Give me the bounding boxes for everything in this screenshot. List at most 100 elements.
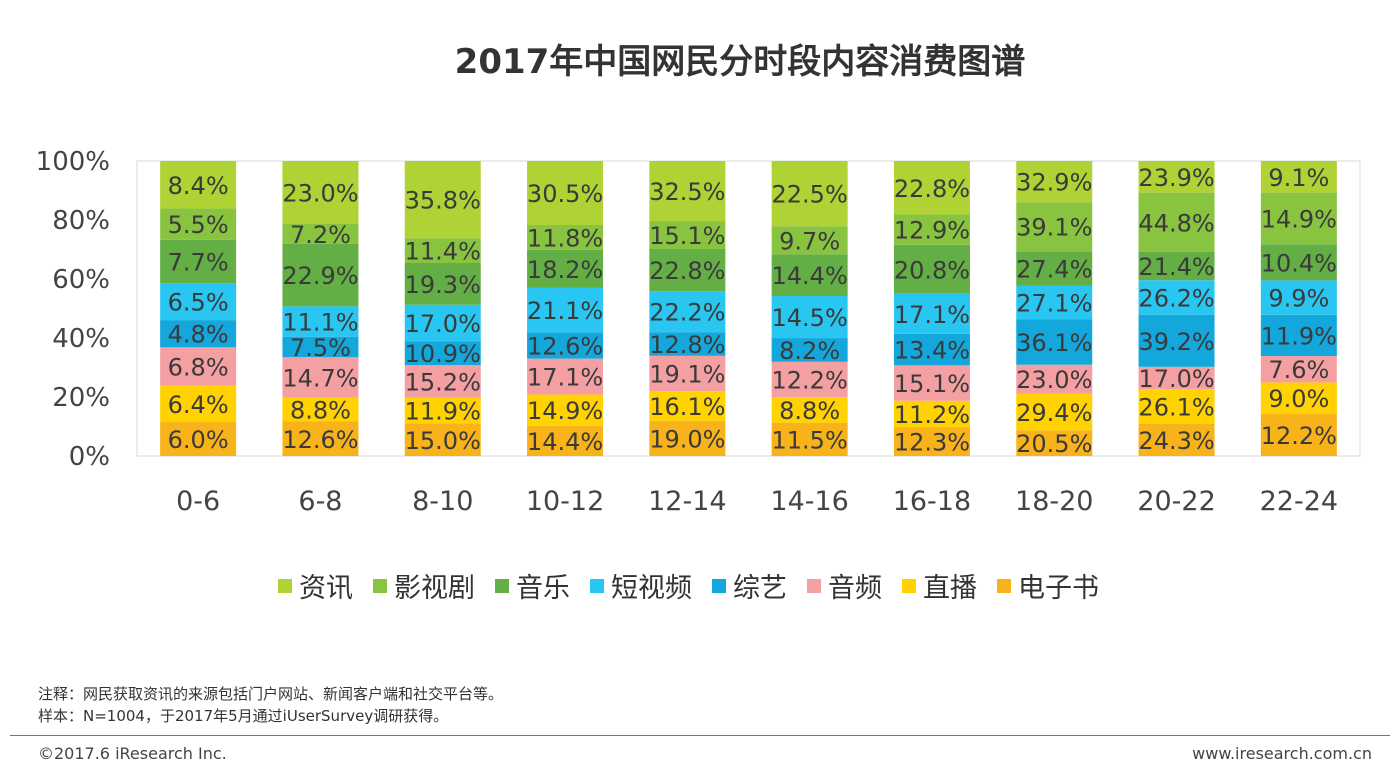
legend-label: 音频: [828, 573, 882, 604]
y-tick-label: 80%: [52, 206, 110, 236]
chart-title: 2017年中国网民分时段内容消费图谱: [454, 42, 1026, 82]
data-label: 6.8%: [168, 354, 229, 382]
data-label: 8.4%: [168, 172, 229, 200]
bar-segment: [527, 224, 604, 250]
bar-segment: [649, 291, 726, 333]
data-label: 14.4%: [527, 428, 603, 456]
data-label: 27.1%: [1016, 289, 1092, 317]
data-label: 44.8%: [1138, 209, 1214, 237]
data-label: 19.3%: [405, 271, 481, 299]
data-label: 15.1%: [649, 222, 725, 250]
bar-segment: [1260, 280, 1337, 315]
bar-segment: [1138, 314, 1215, 367]
data-label: 12.9%: [894, 217, 970, 245]
data-label: 11.5%: [772, 426, 848, 454]
bar-segment: [1016, 393, 1093, 431]
bar-segment: [527, 249, 604, 288]
data-label: 15.2%: [405, 368, 481, 396]
data-label: 32.9%: [1016, 169, 1092, 197]
bar-segment: [1260, 192, 1337, 245]
data-label: 13.4%: [894, 337, 970, 365]
data-label: 9.1%: [1268, 164, 1329, 192]
data-label: 6.4%: [168, 391, 229, 419]
legend-item: 直播: [902, 566, 977, 605]
bar-segment: [893, 161, 970, 215]
bar-segment: [1016, 364, 1093, 394]
bar-segment: [1138, 423, 1215, 456]
bar-segment: [649, 332, 726, 356]
legend-label: 资讯: [299, 573, 353, 604]
data-label: 19.1%: [649, 360, 725, 388]
data-label: 26.1%: [1138, 394, 1214, 422]
bar-segment: [160, 208, 237, 240]
data-label: 7.7%: [168, 249, 229, 277]
y-tick-label: 60%: [52, 265, 110, 295]
data-label: 17.0%: [1138, 365, 1214, 393]
data-label: 8.8%: [290, 396, 351, 424]
bar-segment: [404, 263, 481, 305]
bar-segment: [649, 355, 726, 392]
x-tick-label: 8-10: [412, 486, 473, 517]
website-link[interactable]: www.iresearch.com.cn: [1192, 744, 1372, 763]
data-label: 5.5%: [168, 211, 229, 239]
legend-swatch: [373, 578, 387, 593]
bar-segment: [1016, 251, 1093, 286]
bar-segment: [1138, 389, 1215, 424]
legend-label: 电子书: [1018, 573, 1099, 604]
bar-segment: [893, 333, 970, 366]
bar-segment: [771, 422, 848, 456]
data-label: 11.1%: [282, 308, 358, 336]
bar-segment: [1016, 319, 1093, 365]
copyright-text: ©2017.6 iResearch Inc.: [38, 744, 227, 763]
y-tick-label: 40%: [52, 324, 110, 354]
bar-segment: [160, 283, 237, 321]
data-label: 11.8%: [527, 224, 603, 252]
bar-segment: [1016, 161, 1093, 203]
data-label: 22.8%: [894, 175, 970, 203]
bar-segment: [1260, 413, 1337, 456]
legend-item: 短视频: [590, 566, 692, 605]
bar-segment: [649, 420, 726, 456]
data-label: 9.9%: [1268, 285, 1329, 313]
bar-segment: [282, 397, 359, 422]
legend-item: 影视剧: [373, 566, 475, 605]
bar-segment: [282, 223, 359, 244]
bar-segment: [160, 239, 237, 284]
bar-segment: [527, 425, 604, 456]
legend-label: 短视频: [611, 573, 692, 604]
data-label: 11.4%: [405, 238, 481, 266]
footer-divider: [10, 735, 1390, 736]
bar-segment: [771, 254, 848, 297]
bar-segment: [771, 397, 848, 423]
bar-segment: [771, 226, 848, 255]
data-label: 7.5%: [290, 334, 351, 362]
bar-segment: [282, 421, 359, 456]
legend-swatch: [590, 578, 604, 593]
legend-item: 电子书: [997, 566, 1099, 605]
bar-segment: [771, 296, 848, 339]
bar-segment: [282, 161, 359, 224]
bar-segment: [1260, 356, 1337, 383]
legend-swatch: [278, 578, 292, 593]
bar-segment: [404, 238, 481, 264]
data-label: 39.1%: [1016, 214, 1092, 242]
bar-segment: [1138, 161, 1215, 193]
data-label: 20.8%: [894, 256, 970, 284]
x-tick-label: 22-24: [1260, 486, 1338, 517]
bar-segment: [527, 332, 604, 359]
data-label: 29.4%: [1016, 399, 1092, 427]
bar-segment: [893, 365, 970, 401]
y-tick-label: 100%: [36, 147, 110, 177]
bar-segment: [1138, 280, 1215, 315]
data-label: 27.4%: [1016, 255, 1092, 283]
data-label: 39.2%: [1138, 328, 1214, 356]
bar-segment: [404, 423, 481, 456]
legend-swatch: [902, 578, 916, 593]
data-label: 8.8%: [779, 397, 840, 425]
bar-segment: [649, 391, 726, 421]
data-label: 11.2%: [894, 401, 970, 429]
plot-frame: [136, 160, 1361, 457]
data-label: 21.1%: [527, 297, 603, 325]
data-label: 9.0%: [1268, 385, 1329, 413]
data-label: 6.0%: [168, 426, 229, 454]
